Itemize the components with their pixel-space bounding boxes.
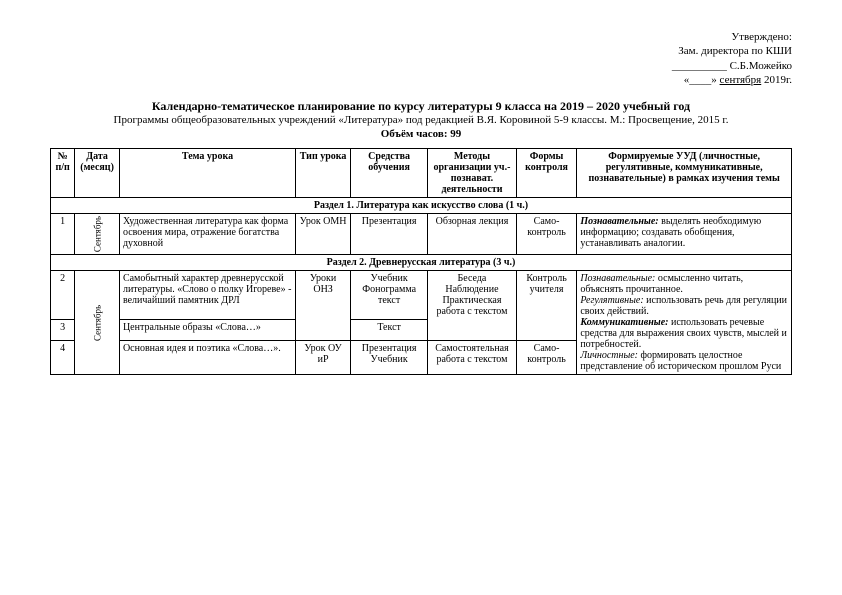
section-title: Раздел 2. Древнерусская литература (3 ч.… [51,255,792,271]
col-topic: Тема урока [119,149,295,198]
title-block: Календарно-тематическое планирование по … [50,99,792,140]
approval-line: __________ С.Б.Можейко [50,59,792,73]
section-row: Раздел 2. Древнерусская литература (3 ч.… [51,255,792,271]
col-num: № п/п [51,149,75,198]
col-type: Тип урока [296,149,351,198]
cell-forms: Контроль учителя [516,271,577,340]
cell-num: 2 [51,271,75,320]
cell-forms: Само-контроль [516,340,577,375]
cell-month: Сентябрь [75,214,120,255]
table-row: 2 Сентябрь Самобытный характер древнерус… [51,271,792,320]
cell-topic: Основная идея и поэтика «Слова…». [119,340,295,375]
cell-num: 1 [51,214,75,255]
cell-topic: Центральные образы «Слова…» [119,320,295,341]
cell-means: Текст [351,320,428,341]
header-row: № п/п Дата (месяц) Тема урока Тип урока … [51,149,792,198]
cell-means: Учебник Фонограмма текст [351,271,428,320]
approval-line: Утверждено: [50,30,792,44]
approval-line: Зам. директора по КШИ [50,44,792,58]
cell-num: 3 [51,320,75,341]
cell-num: 4 [51,340,75,375]
cell-topic: Художественная литература как форма осво… [119,214,295,255]
cell-uud: Познавательные: осмысленно читать, объяс… [577,271,792,375]
col-methods: Методы организации уч.-познават. деятель… [428,149,517,198]
section-row: Раздел 1. Литература как искусство слова… [51,198,792,214]
doc-hours: Объём часов: 99 [50,128,792,140]
cell-forms: Само-контроль [516,214,577,255]
planning-table: № п/п Дата (месяц) Тема урока Тип урока … [50,148,792,375]
cell-uud: Познавательные: выделять необходимую инф… [577,214,792,255]
col-date: Дата (месяц) [75,149,120,198]
col-uud: Формируемые УУД (личностные, регулятивны… [577,149,792,198]
cell-month: Сентябрь [75,271,120,375]
doc-subtitle: Программы общеобразовательных учреждений… [50,114,792,126]
col-means: Средства обучения [351,149,428,198]
cell-means: Презентация Учебник [351,340,428,375]
cell-methods: Самостоятельная работа с текстом [428,340,517,375]
cell-type: Урок ОУ иР [296,340,351,375]
cell-methods: Беседа Наблюдение Практическая работа с … [428,271,517,340]
approval-line: «____» сентября 2019г. [50,73,792,87]
cell-topic: Самобытный характер древнерусской литера… [119,271,295,320]
table-row: 1 Сентябрь Художественная литература как… [51,214,792,255]
col-forms: Формы контроля [516,149,577,198]
cell-methods: Обзорная лекция [428,214,517,255]
approval-block: Утверждено: Зам. директора по КШИ ______… [50,30,792,87]
doc-title: Календарно-тематическое планирование по … [50,99,792,114]
cell-type: Урок ОМН [296,214,351,255]
cell-type: Уроки ОНЗ [296,271,351,340]
section-title: Раздел 1. Литература как искусство слова… [51,198,792,214]
cell-means: Презентация [351,214,428,255]
